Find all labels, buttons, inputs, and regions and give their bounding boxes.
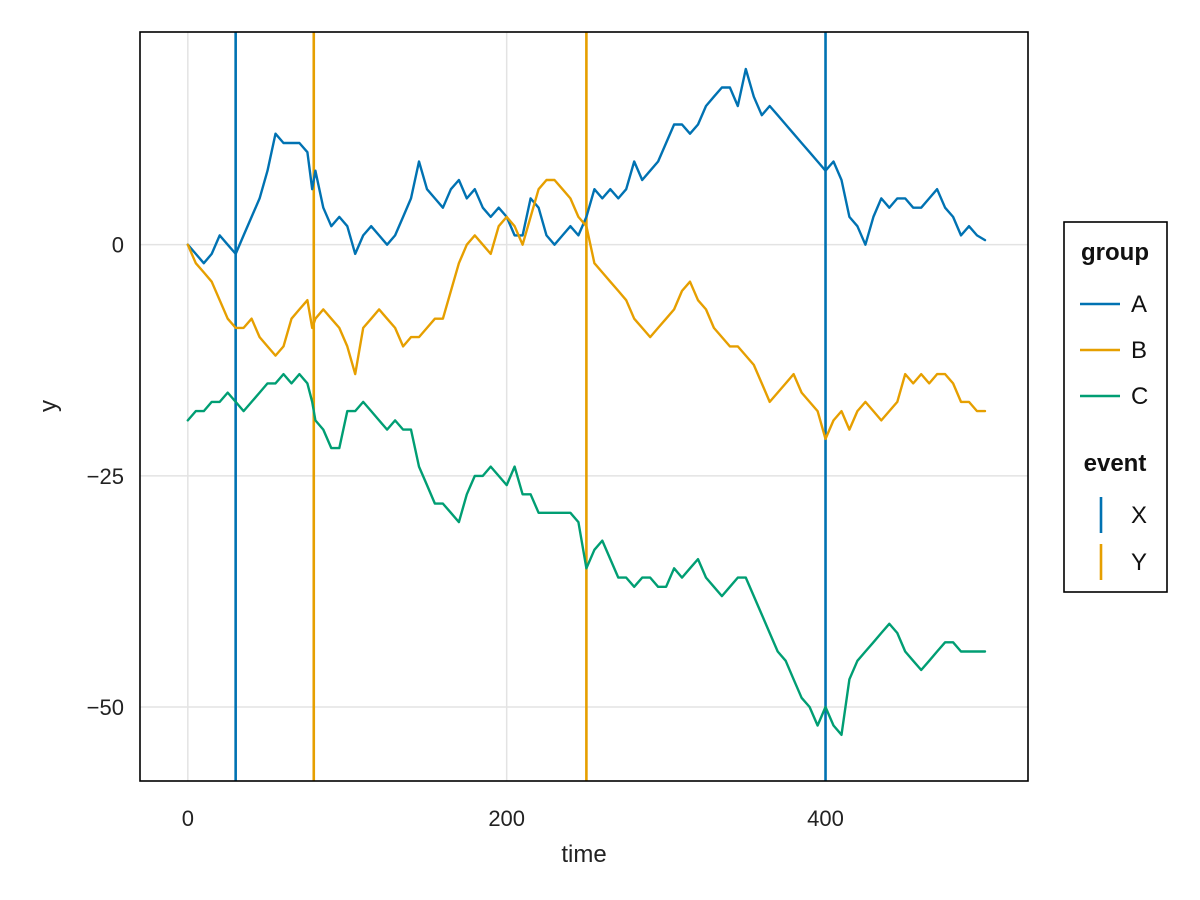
legend-label-x: X bbox=[1131, 502, 1147, 529]
axis-ticks: 0 200 400 0 −25 −50 bbox=[87, 233, 844, 831]
legend-event-entries: XY bbox=[1099, 497, 1147, 580]
y-tick-label: −25 bbox=[87, 464, 124, 489]
legend: group ABC event XY bbox=[1063, 221, 1168, 593]
legend-group-title: group bbox=[1081, 239, 1149, 266]
legend-label-y: Y bbox=[1131, 549, 1147, 576]
series-line-b bbox=[186, 178, 987, 441]
legend-box bbox=[1063, 221, 1168, 593]
series-lines bbox=[186, 67, 987, 736]
plot-frame bbox=[139, 31, 1029, 782]
legend-event-title: event bbox=[1084, 450, 1147, 477]
series-line-a bbox=[186, 67, 987, 265]
legend-label-a: A bbox=[1131, 291, 1147, 318]
y-tick-label: −50 bbox=[87, 695, 124, 720]
x-tick-label: 200 bbox=[488, 806, 525, 831]
y-axis-title: y bbox=[35, 400, 62, 412]
x-tick-label: 0 bbox=[182, 806, 194, 831]
legend-label-b: B bbox=[1131, 337, 1147, 364]
legend-label-c: C bbox=[1131, 383, 1148, 410]
x-tick-label: 400 bbox=[807, 806, 844, 831]
y-tick-label: 0 bbox=[112, 233, 124, 258]
series-line-c bbox=[186, 372, 987, 736]
x-axis-title: time bbox=[561, 841, 606, 868]
legend-group-entries: ABC bbox=[1080, 291, 1148, 410]
